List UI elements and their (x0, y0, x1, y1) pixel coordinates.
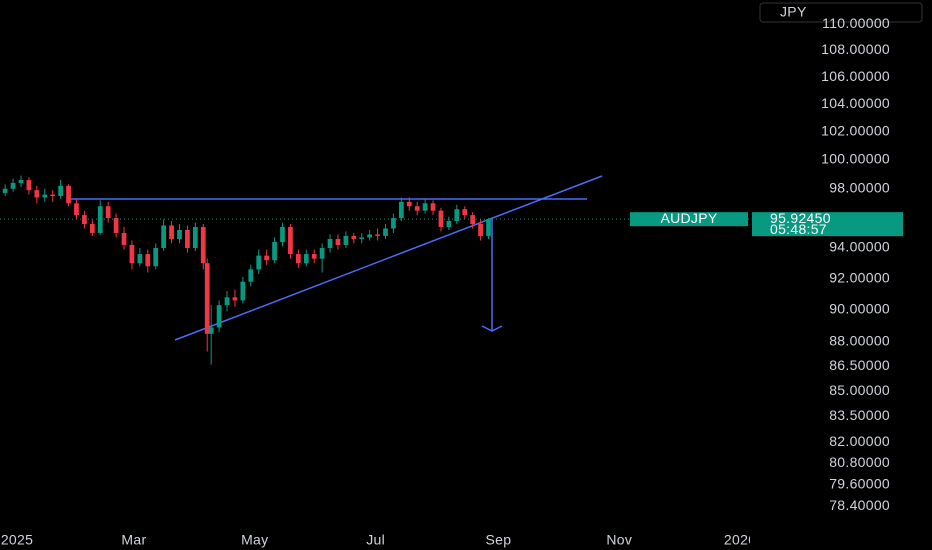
y-tick-label: 82.00000 (829, 433, 890, 449)
candle-body (216, 305, 222, 328)
candle-body (398, 201, 404, 219)
x-tick-label: 2025 (1, 532, 33, 548)
candle-body (462, 209, 468, 216)
candle-body (121, 232, 127, 245)
candle-body (272, 241, 277, 261)
candle-body (161, 225, 167, 249)
symbol-label-bg (630, 212, 748, 227)
candle-body (232, 297, 238, 301)
x-tick-label: Mar (121, 532, 146, 548)
candle-body (145, 254, 151, 267)
candle-body (414, 206, 420, 211)
y-tick-label: 100.00000 (821, 151, 890, 167)
candle-body (18, 180, 24, 183)
candle-body (359, 237, 365, 239)
candle-body (303, 254, 309, 264)
candle-body (264, 255, 270, 261)
y-tick-label: 86.50000 (829, 357, 890, 373)
x-tick-label: May (241, 532, 268, 548)
arrow-head (481, 325, 503, 332)
candle-body (343, 235, 349, 245)
candle-body (422, 203, 428, 211)
candle-body (137, 254, 143, 264)
y-tick-label: 110.00000 (822, 15, 890, 31)
candle-body (319, 248, 325, 259)
x-tick-label: Sep (486, 532, 512, 548)
currency-box[interactable] (759, 2, 923, 23)
candle-body (351, 235, 357, 239)
y-tick-label: 79.60000 (829, 475, 890, 491)
candle-body (50, 194, 56, 196)
candle-body (10, 182, 16, 189)
y-tick-label: 94.00000 (829, 239, 890, 255)
candle-body (42, 194, 48, 198)
candle-body (446, 221, 452, 227)
candle-body (153, 248, 159, 267)
price-label: 95.92450 (770, 210, 831, 226)
candle-body (105, 206, 111, 219)
x-tick-label: Nov (606, 532, 632, 548)
candle-body (383, 228, 388, 236)
candle-body (204, 263, 210, 334)
y-tick-label: 106.00000 (821, 68, 890, 84)
candle-body (26, 180, 32, 191)
y-tick-label: 83.50000 (829, 407, 890, 423)
candle-body (295, 254, 301, 264)
candle-body (74, 203, 79, 216)
candle-body (486, 219, 491, 236)
candle-body (406, 201, 412, 207)
candle-body (327, 238, 333, 249)
candle-body (375, 234, 380, 236)
x-tick-label: Jul (366, 532, 385, 548)
candle-body (311, 254, 317, 259)
currency[interactable]: JPY (780, 4, 807, 20)
candle-body (208, 327, 214, 334)
candle-body (288, 226, 293, 255)
candle-body (34, 190, 40, 198)
candle-body (185, 229, 190, 249)
y-tick-label: 78.40000 (829, 497, 890, 513)
candle-body (280, 226, 285, 242)
candle-body (2, 188, 8, 194)
candle-body (335, 238, 341, 245)
plot-area: 2025 Mar May Jul Sep Nov 2026 (1, 175, 756, 548)
candle-body (58, 185, 63, 196)
candle-body (224, 297, 230, 306)
x-tick-label: 2026 (724, 532, 756, 548)
candle-body (66, 185, 71, 204)
candle-body (240, 281, 246, 301)
y-tick-label: 88.00000 (829, 333, 890, 349)
symbol-label: AUDJPY (660, 210, 717, 226)
candle-body (478, 223, 483, 236)
candle-body (113, 218, 119, 233)
y-tick-label: 102.00000 (821, 123, 890, 139)
y-tick-label: 98.00000 (829, 179, 890, 195)
candle-body (256, 255, 262, 270)
price-label-bg (752, 212, 903, 237)
y-tick-label: 90.00000 (829, 301, 890, 317)
y-tick-label: 104.00000 (821, 95, 890, 111)
y-tick-label: 108.00000 (821, 41, 890, 57)
candle-body (248, 269, 254, 282)
candle-body (129, 244, 135, 264)
y-tick-label: 85.00000 (829, 382, 890, 398)
candle-body (454, 209, 460, 222)
y-tick-label: 80.80000 (829, 454, 890, 470)
countdown: 05:48:57 (770, 221, 827, 237)
candle-body (169, 225, 174, 239)
trend-line (174, 175, 603, 341)
candle-body (430, 203, 436, 211)
candle-body (89, 223, 95, 233)
candle-body (192, 226, 198, 249)
candle-body (367, 234, 373, 238)
candle-body (177, 229, 182, 239)
y-tick-label: 92.00000 (829, 269, 890, 285)
candle-body (391, 218, 396, 229)
candle-body (200, 226, 206, 264)
